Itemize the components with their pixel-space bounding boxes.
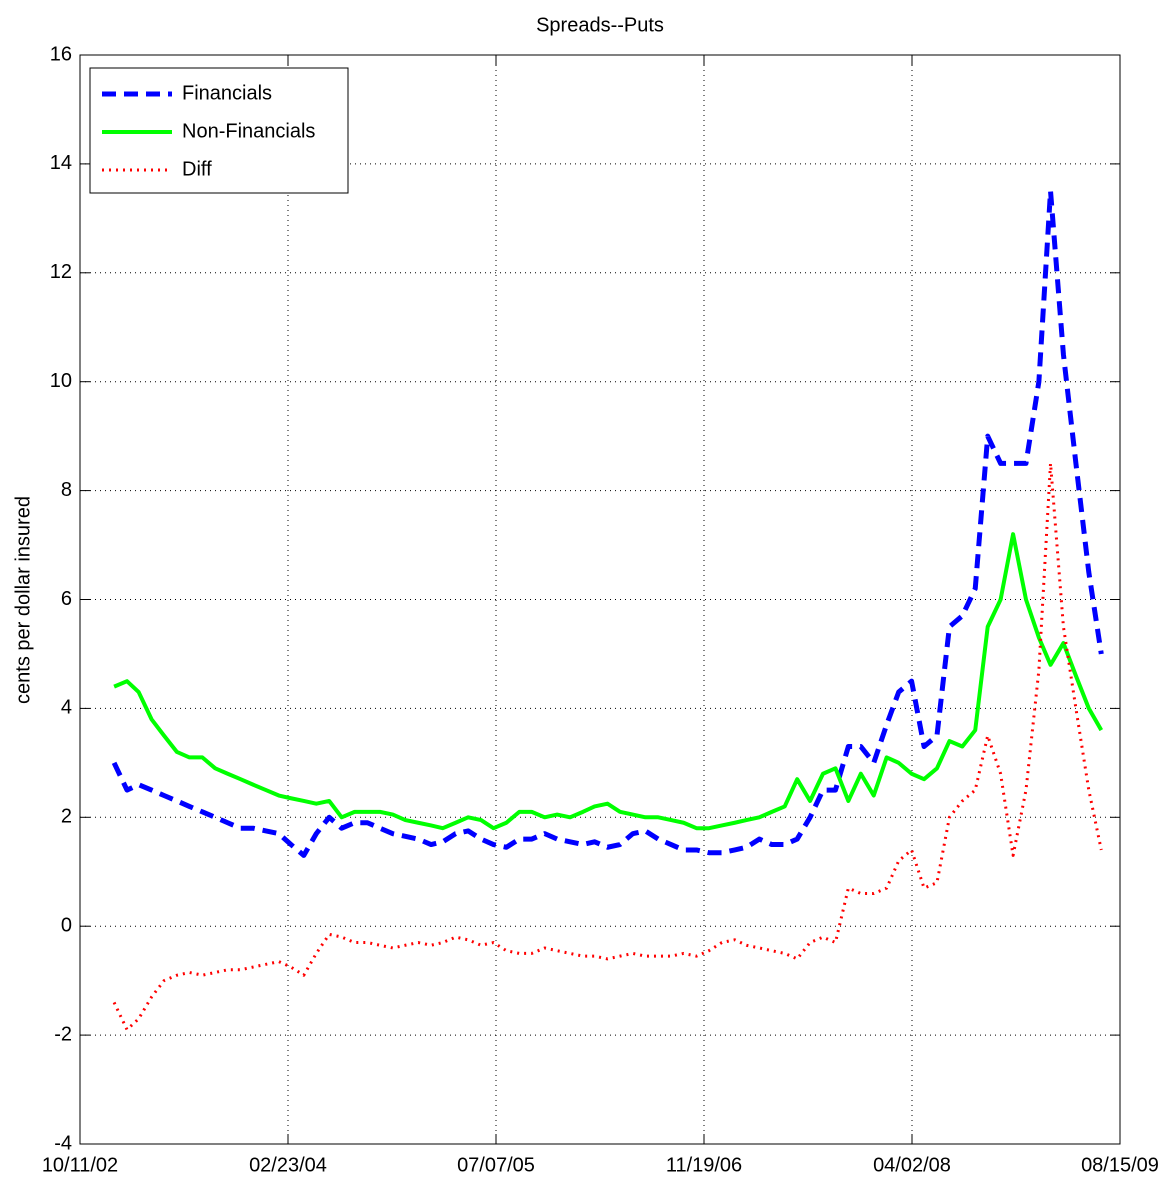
y-tick-label: 6 — [61, 588, 72, 610]
x-tick-label: 11/19/06 — [666, 1154, 742, 1176]
y-axis-label: cents per dollar insured — [12, 496, 34, 704]
x-tick-label: 04/02/08 — [873, 1154, 951, 1176]
line-series — [112, 461, 1103, 1032]
line-series — [111, 188, 1104, 858]
y-tick-label: 10 — [50, 370, 72, 392]
x-tick-label: 07/07/05 — [457, 1154, 535, 1176]
y-tick-label: 12 — [50, 261, 72, 283]
x-tick-label: 08/15/09 — [1081, 1154, 1159, 1176]
legend-label: Non-Financials — [182, 120, 315, 142]
y-tick-label: 4 — [61, 697, 72, 719]
y-tick-label: 8 — [61, 479, 72, 501]
x-tick-label: 10/11/02 — [42, 1154, 118, 1176]
y-tick-label: 16 — [50, 43, 72, 65]
y-tick-label: 14 — [50, 152, 72, 174]
x-tick-label: 02/23/04 — [249, 1154, 327, 1176]
chart-title: Spreads--Puts — [536, 14, 664, 36]
legend-label: Financials — [182, 82, 272, 104]
y-tick-label: 0 — [61, 914, 72, 936]
y-tick-label: -2 — [54, 1023, 72, 1045]
y-tick-label: 2 — [61, 806, 72, 828]
plot-frame — [79, 54, 1121, 1145]
legend-label: Diff — [182, 158, 212, 180]
line-series — [113, 532, 1104, 831]
y-tick-label: -4 — [54, 1132, 72, 1154]
